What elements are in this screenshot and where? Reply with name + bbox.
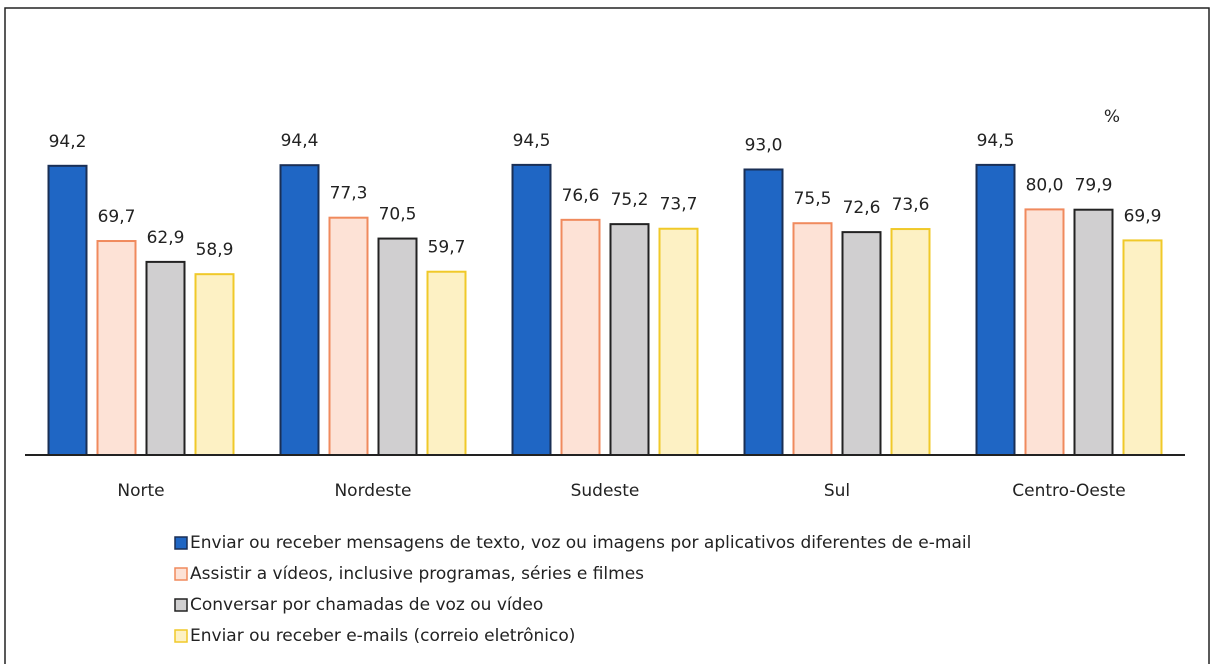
value-label: 59,7 xyxy=(428,238,466,258)
value-label: 75,2 xyxy=(611,190,649,210)
bar xyxy=(975,163,1016,456)
unit-label: % xyxy=(1104,107,1120,127)
legend-label: Assistir a vídeos, inclusive programas, … xyxy=(190,564,644,584)
bar xyxy=(609,223,650,456)
bar xyxy=(658,227,699,456)
legend-label: Enviar ou receber mensagens de texto, vo… xyxy=(190,533,971,553)
bar xyxy=(96,240,137,456)
x-tick-label: Sudeste xyxy=(571,481,640,501)
bar xyxy=(560,218,601,456)
bar xyxy=(1024,208,1065,456)
value-label: 94,4 xyxy=(281,131,319,151)
bar xyxy=(841,231,882,456)
value-label: 70,5 xyxy=(379,205,417,225)
value-label: 73,6 xyxy=(892,195,930,215)
bar xyxy=(194,273,235,456)
bar xyxy=(792,222,833,456)
x-tick-label: Nordeste xyxy=(334,481,411,501)
frame xyxy=(4,7,1210,664)
legend-label: Conversar por chamadas de voz ou vídeo xyxy=(190,595,543,615)
legend-label: Enviar ou receber e-mails (correio eletr… xyxy=(190,626,575,646)
bar xyxy=(377,237,418,456)
value-label: 75,5 xyxy=(794,189,832,209)
legend-swatch xyxy=(174,629,188,643)
bar xyxy=(328,216,369,456)
value-label: 58,9 xyxy=(196,240,234,260)
value-label: 62,9 xyxy=(147,228,185,248)
value-label: 93,0 xyxy=(745,135,783,155)
bar xyxy=(47,164,88,456)
value-label: 69,9 xyxy=(1124,206,1162,226)
legend-swatch xyxy=(174,598,188,612)
bar xyxy=(426,270,467,457)
value-label: 77,3 xyxy=(330,184,368,204)
value-label: 72,6 xyxy=(843,198,881,218)
value-label: 94,5 xyxy=(977,131,1015,151)
value-label: 76,6 xyxy=(562,186,600,206)
x-tick-label: Centro-Oeste xyxy=(1012,481,1126,501)
bar xyxy=(890,228,931,456)
legend-swatch xyxy=(174,536,188,550)
x-tick-label: Norte xyxy=(117,481,164,501)
bar xyxy=(1073,208,1114,456)
bar xyxy=(743,168,784,457)
x-tick-label: Sul xyxy=(824,481,850,501)
legend-swatch xyxy=(174,567,188,581)
bar xyxy=(1122,239,1163,456)
value-label: 79,9 xyxy=(1075,176,1113,196)
value-label: 94,5 xyxy=(513,131,551,151)
value-label: 80,0 xyxy=(1026,175,1064,195)
value-label: 73,7 xyxy=(660,195,698,215)
value-label: 94,2 xyxy=(49,132,87,152)
bar xyxy=(511,163,552,456)
bar xyxy=(279,164,320,457)
bar xyxy=(145,260,186,456)
value-label: 69,7 xyxy=(98,207,136,227)
